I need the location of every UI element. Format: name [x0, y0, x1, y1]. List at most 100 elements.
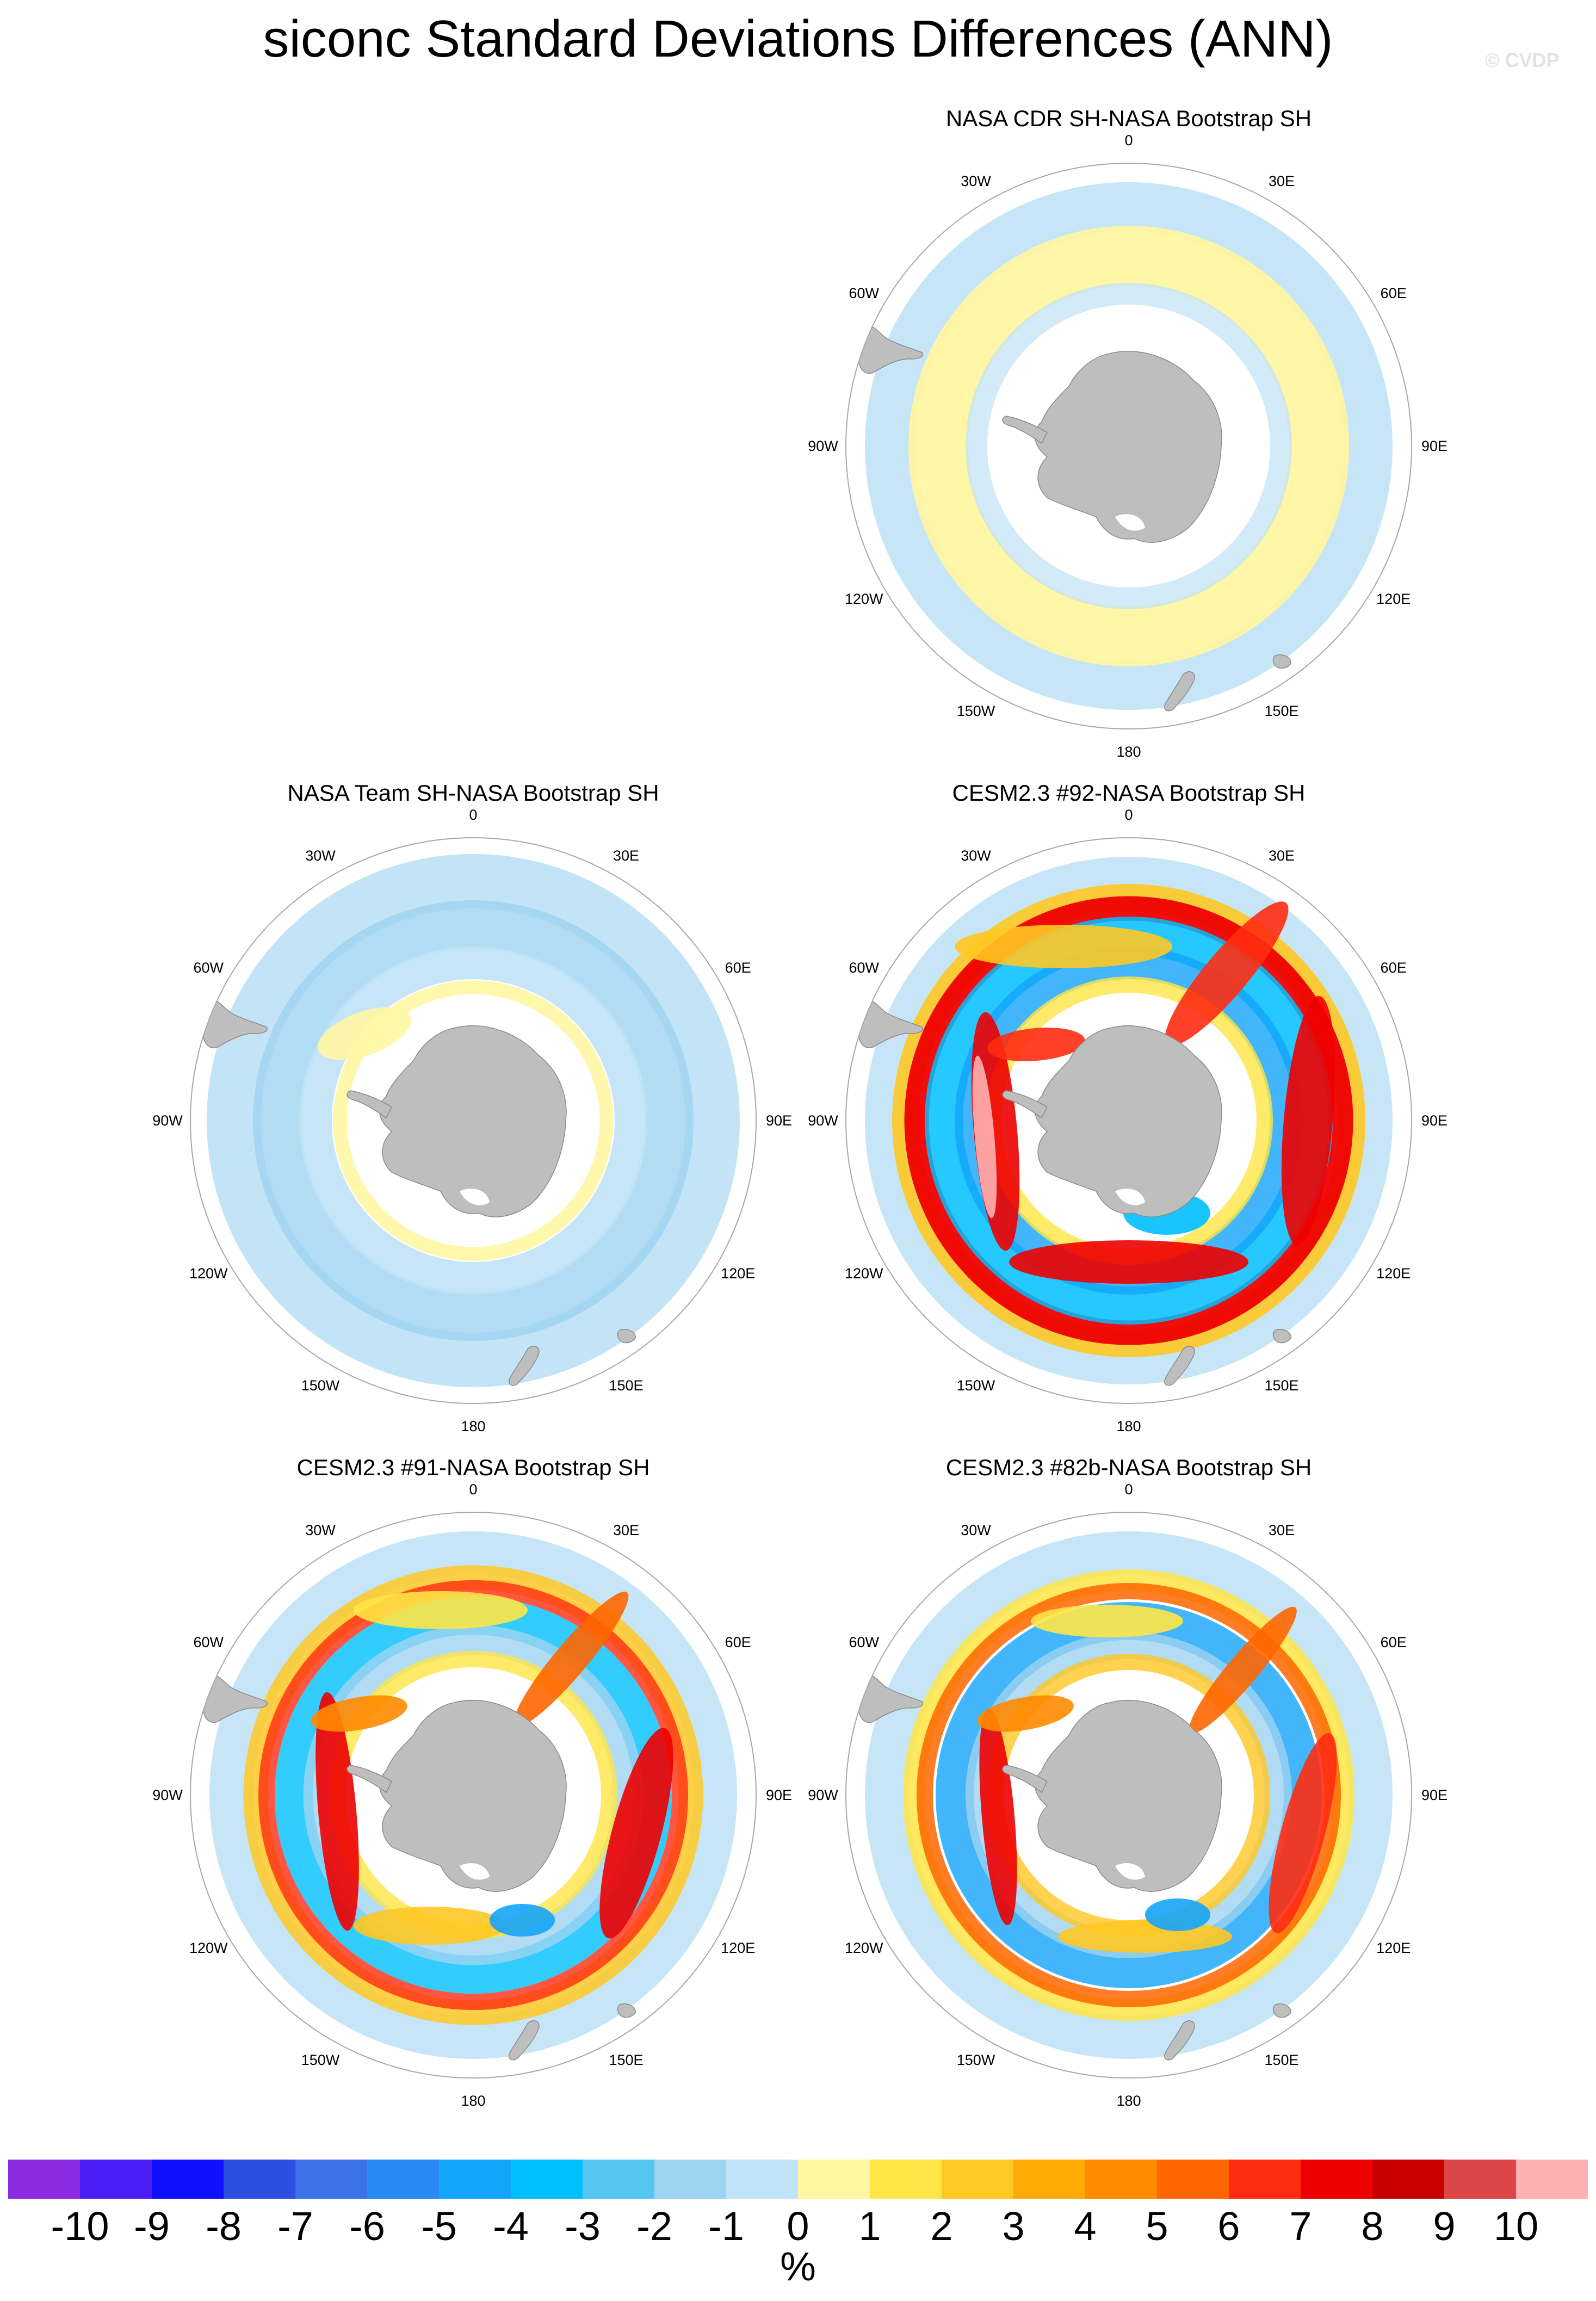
colorbar-tick-label: 0	[787, 2204, 809, 2249]
colorbar-tick-label: -4	[493, 2204, 529, 2249]
longitude-label: 30W	[961, 848, 991, 864]
antarctica-landmass	[1034, 1025, 1222, 1217]
antarctic-peninsula	[347, 1090, 392, 1119]
new-zealand-landmass	[1164, 2020, 1195, 2061]
ross-ice-shelf	[1115, 514, 1145, 531]
longitude-label: 30E	[1268, 173, 1295, 190]
south-america-landmass	[202, 999, 268, 1048]
longitude-label: 120E	[1376, 1265, 1411, 1282]
colorbar-box	[367, 2160, 439, 2199]
longitude-label: 120E	[1376, 1940, 1411, 1956]
tasmania-landmass	[1272, 2003, 1291, 2018]
map-boundary	[190, 1512, 757, 2079]
colorbar-box	[1516, 2160, 1588, 2199]
colorbar-tick-label: -1	[708, 2204, 744, 2249]
panel-title-1: NASA CDR SH-NASA Bootstrap SH	[945, 106, 1312, 131]
new-zealand-landmass	[509, 1346, 540, 1386]
longitude-label: 30W	[961, 173, 991, 190]
ross-ice-shelf	[1115, 1189, 1145, 1205]
polar-map-1	[845, 163, 1412, 729]
panel-title-2: NASA Team SH-NASA Bootstrap SH	[287, 780, 659, 806]
panel-title-5: CESM2.3 #82b-NASA Bootstrap SH	[945, 1455, 1312, 1480]
longitude-label: 150E	[1264, 702, 1299, 719]
colorbar-box	[511, 2160, 583, 2199]
colorbar-box	[295, 2160, 367, 2199]
longitude-label: 150W	[301, 1377, 340, 1394]
longitude-label: 150E	[1264, 1377, 1299, 1394]
tasmania-landmass	[1272, 1329, 1291, 1344]
longitude-label: 120E	[721, 1940, 756, 1956]
antarctica-landmass	[379, 1699, 567, 1892]
antarctica-landmass	[1034, 350, 1222, 543]
colorbar-tick-label: 7	[1289, 2204, 1312, 2249]
longitude-label: 90W	[152, 1787, 183, 1803]
longitude-label: 90E	[1421, 1787, 1448, 1803]
anomaly-patch	[318, 1007, 411, 1060]
longitude-label: 120W	[845, 591, 883, 607]
map-boundary	[845, 1512, 1412, 2079]
longitude-label: 60W	[193, 1634, 224, 1650]
anomaly-patch	[490, 1904, 555, 1937]
anomaly-patch	[955, 925, 1172, 968]
longitude-label: 150E	[1264, 2051, 1299, 2068]
antarctic-peninsula	[1002, 416, 1048, 444]
colorbar-box	[1372, 2160, 1444, 2199]
longitude-label: 0	[1124, 1481, 1133, 1498]
longitude-label: 0	[1124, 132, 1133, 149]
longitude-label: 90W	[808, 1112, 838, 1129]
colorbar-tick-label: -9	[134, 2204, 170, 2249]
colorbar-box	[1013, 2160, 1085, 2199]
new-zealand-landmass	[509, 2020, 540, 2061]
colorbar-tick-label: -3	[565, 2204, 601, 2249]
longitude-label: 30E	[1268, 1522, 1295, 1539]
ross-ice-shelf	[460, 1863, 490, 1880]
anomaly-patch	[599, 1728, 673, 1939]
colorbar-tick-label: 1	[858, 2204, 881, 2249]
colorbar-box	[654, 2160, 726, 2199]
colorbar-box	[798, 2160, 870, 2199]
anomaly-patch	[979, 1708, 1017, 1926]
map-boundary	[845, 163, 1412, 729]
colorbar-tick-label: -7	[277, 2204, 313, 2249]
anomaly-patch	[1031, 1605, 1183, 1637]
colorbar-box	[1229, 2160, 1301, 2199]
longitude-label: 180	[461, 1418, 486, 1434]
longitude-label: 180	[461, 2093, 486, 2109]
colorbar-tick-label: 6	[1217, 2204, 1240, 2249]
colorbar-box	[583, 2160, 654, 2199]
ross-ice-shelf	[460, 1189, 490, 1205]
south-america-landmass	[858, 1674, 923, 1723]
colorbar-tick-label: -8	[206, 2204, 242, 2249]
longitude-label: 90E	[1421, 438, 1448, 454]
longitude-label: 60E	[725, 1634, 751, 1650]
longitude-label: 180	[1116, 2093, 1141, 2109]
colorbar-box	[1085, 2160, 1157, 2199]
colorbar-units: %	[780, 2244, 816, 2289]
longitude-label: 0	[469, 807, 478, 823]
longitude-label: 60E	[725, 960, 751, 976]
colorbar-tick-label: 8	[1361, 2204, 1384, 2249]
ross-ice-shelf	[1115, 1863, 1145, 1880]
polar-map-2	[190, 837, 757, 1404]
longitude-label: 30E	[1268, 848, 1295, 864]
antarctic-peninsula	[347, 1765, 392, 1793]
longitude-label: 90E	[1421, 1112, 1448, 1129]
colorbar-tick-label: 2	[930, 2204, 953, 2249]
longitude-label: 120W	[845, 1265, 883, 1282]
colorbar-box	[870, 2160, 942, 2199]
longitude-label: 0	[469, 1481, 478, 1498]
anomaly-patch	[311, 1695, 407, 1732]
longitude-label: 120W	[845, 1940, 883, 1956]
longitude-label: 0	[1124, 807, 1133, 823]
anomaly-patch	[1281, 995, 1335, 1246]
panel-title-3: CESM2.3 #92-NASA Bootstrap SH	[952, 780, 1306, 806]
longitude-label: 150W	[956, 702, 995, 719]
longitude-label: 150E	[609, 1377, 644, 1394]
longitude-label: 30W	[305, 1522, 336, 1539]
anomaly-patch	[316, 1692, 359, 1931]
anomaly-patch	[1058, 1920, 1232, 1953]
colorbar-box	[80, 2160, 152, 2199]
longitude-label: 60E	[1380, 1634, 1407, 1650]
longitude-label: 180	[1116, 1418, 1141, 1434]
colorbar-tick-label: -2	[636, 2204, 672, 2249]
